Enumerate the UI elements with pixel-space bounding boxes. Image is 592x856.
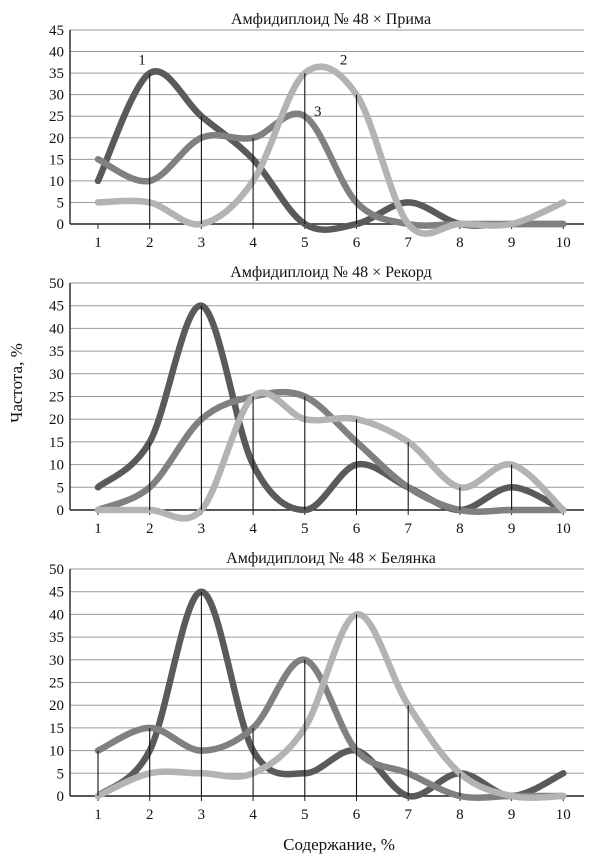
x-tick-label: 2 xyxy=(146,235,154,251)
y-tick-label: 15 xyxy=(49,152,64,168)
series-annotation: 1 xyxy=(138,52,146,68)
y-tick-label: 10 xyxy=(49,458,64,474)
y-tick-label: 15 xyxy=(49,721,64,737)
x-tick-label: 9 xyxy=(508,235,516,251)
y-tick-label: 45 xyxy=(49,23,64,39)
x-tick-label: 10 xyxy=(556,521,571,537)
x-tick-label: 9 xyxy=(508,807,516,823)
x-tick-label: 3 xyxy=(198,235,206,251)
y-tick-label: 30 xyxy=(49,653,64,669)
y-tick-label: 5 xyxy=(57,480,65,496)
x-tick-label: 5 xyxy=(301,521,309,537)
series-annotation: 2 xyxy=(340,52,348,68)
y-tick-label: 35 xyxy=(49,66,64,82)
chart-panel-2: Амфидиплоид № 48 × Рекорд051015202530354… xyxy=(49,264,584,537)
x-tick-label: 2 xyxy=(146,807,154,823)
series-line-3 xyxy=(94,389,567,522)
y-tick-label: 10 xyxy=(49,744,64,760)
y-tick-label: 35 xyxy=(49,344,64,360)
chart-panel-3: Амфидиплоид № 48 × Белянка05101520253035… xyxy=(49,550,584,823)
y-tick-label: 30 xyxy=(49,367,64,383)
y-tick-label: 45 xyxy=(49,585,64,601)
chart-title: Амфидиплоид № 48 × Прима xyxy=(231,11,431,28)
y-tick-label: 40 xyxy=(49,45,64,61)
series-line-3 xyxy=(94,611,567,801)
x-tick-label: 4 xyxy=(249,807,257,823)
y-tick-label: 5 xyxy=(57,195,65,211)
x-tick-label: 3 xyxy=(198,521,206,537)
x-tick-label: 4 xyxy=(249,521,257,537)
x-tick-label: 9 xyxy=(508,521,516,537)
y-tick-label: 30 xyxy=(49,88,64,104)
y-tick-label: 25 xyxy=(49,676,64,692)
chart-title: Амфидиплоид № 48 × Белянка xyxy=(226,550,436,567)
x-tick-label: 7 xyxy=(404,521,412,537)
y-tick-label: 25 xyxy=(49,109,64,125)
x-tick-label: 6 xyxy=(353,521,361,537)
x-tick-label: 1 xyxy=(94,807,102,823)
y-tick-label: 20 xyxy=(49,412,64,428)
y-tick-label: 0 xyxy=(57,217,65,233)
x-tick-label: 5 xyxy=(301,235,309,251)
y-tick-label: 0 xyxy=(57,503,65,519)
y-tick-label: 0 xyxy=(57,789,65,805)
x-tick-label: 8 xyxy=(456,521,464,537)
y-tick-label: 40 xyxy=(49,607,64,623)
x-tick-label: 7 xyxy=(404,235,412,251)
y-tick-label: 15 xyxy=(49,435,64,451)
x-tick-label: 3 xyxy=(198,807,206,823)
y-tick-label: 40 xyxy=(49,321,64,337)
series-line-1 xyxy=(94,302,567,514)
series-annotation: 3 xyxy=(314,104,322,120)
series-line-3 xyxy=(94,63,567,237)
y-tick-label: 5 xyxy=(57,766,65,782)
x-tick-label: 1 xyxy=(94,235,102,251)
y-tick-label: 35 xyxy=(49,630,64,646)
series-line-2 xyxy=(94,656,567,801)
chart-panel-1: Амфидиплоид № 48 × Прима0510152025303540… xyxy=(49,11,584,251)
x-tick-label: 8 xyxy=(456,807,464,823)
y-tick-label: 50 xyxy=(49,276,64,292)
x-tick-label: 8 xyxy=(456,235,464,251)
x-tick-label: 10 xyxy=(556,807,571,823)
y-tick-label: 25 xyxy=(49,390,64,406)
y-tick-label: 10 xyxy=(49,174,64,190)
x-tick-label: 6 xyxy=(353,235,361,251)
x-tick-label: 2 xyxy=(146,521,154,537)
x-tick-label: 1 xyxy=(94,521,102,537)
series-line-2 xyxy=(94,388,567,515)
y-tick-label: 20 xyxy=(49,698,64,714)
chart-title: Амфидиплоид № 48 × Рекорд xyxy=(230,264,432,281)
x-tick-label: 4 xyxy=(249,235,257,251)
y-tick-label: 45 xyxy=(49,299,64,315)
y-tick-label: 50 xyxy=(49,562,64,578)
y-axis-title: Частота, % xyxy=(7,343,26,422)
x-tick-label: 7 xyxy=(404,807,412,823)
y-tick-label: 20 xyxy=(49,131,64,147)
x-axis-title: Содержание, % xyxy=(283,835,395,854)
x-tick-label: 5 xyxy=(301,807,309,823)
x-tick-label: 10 xyxy=(556,235,571,251)
x-tick-label: 6 xyxy=(353,807,361,823)
